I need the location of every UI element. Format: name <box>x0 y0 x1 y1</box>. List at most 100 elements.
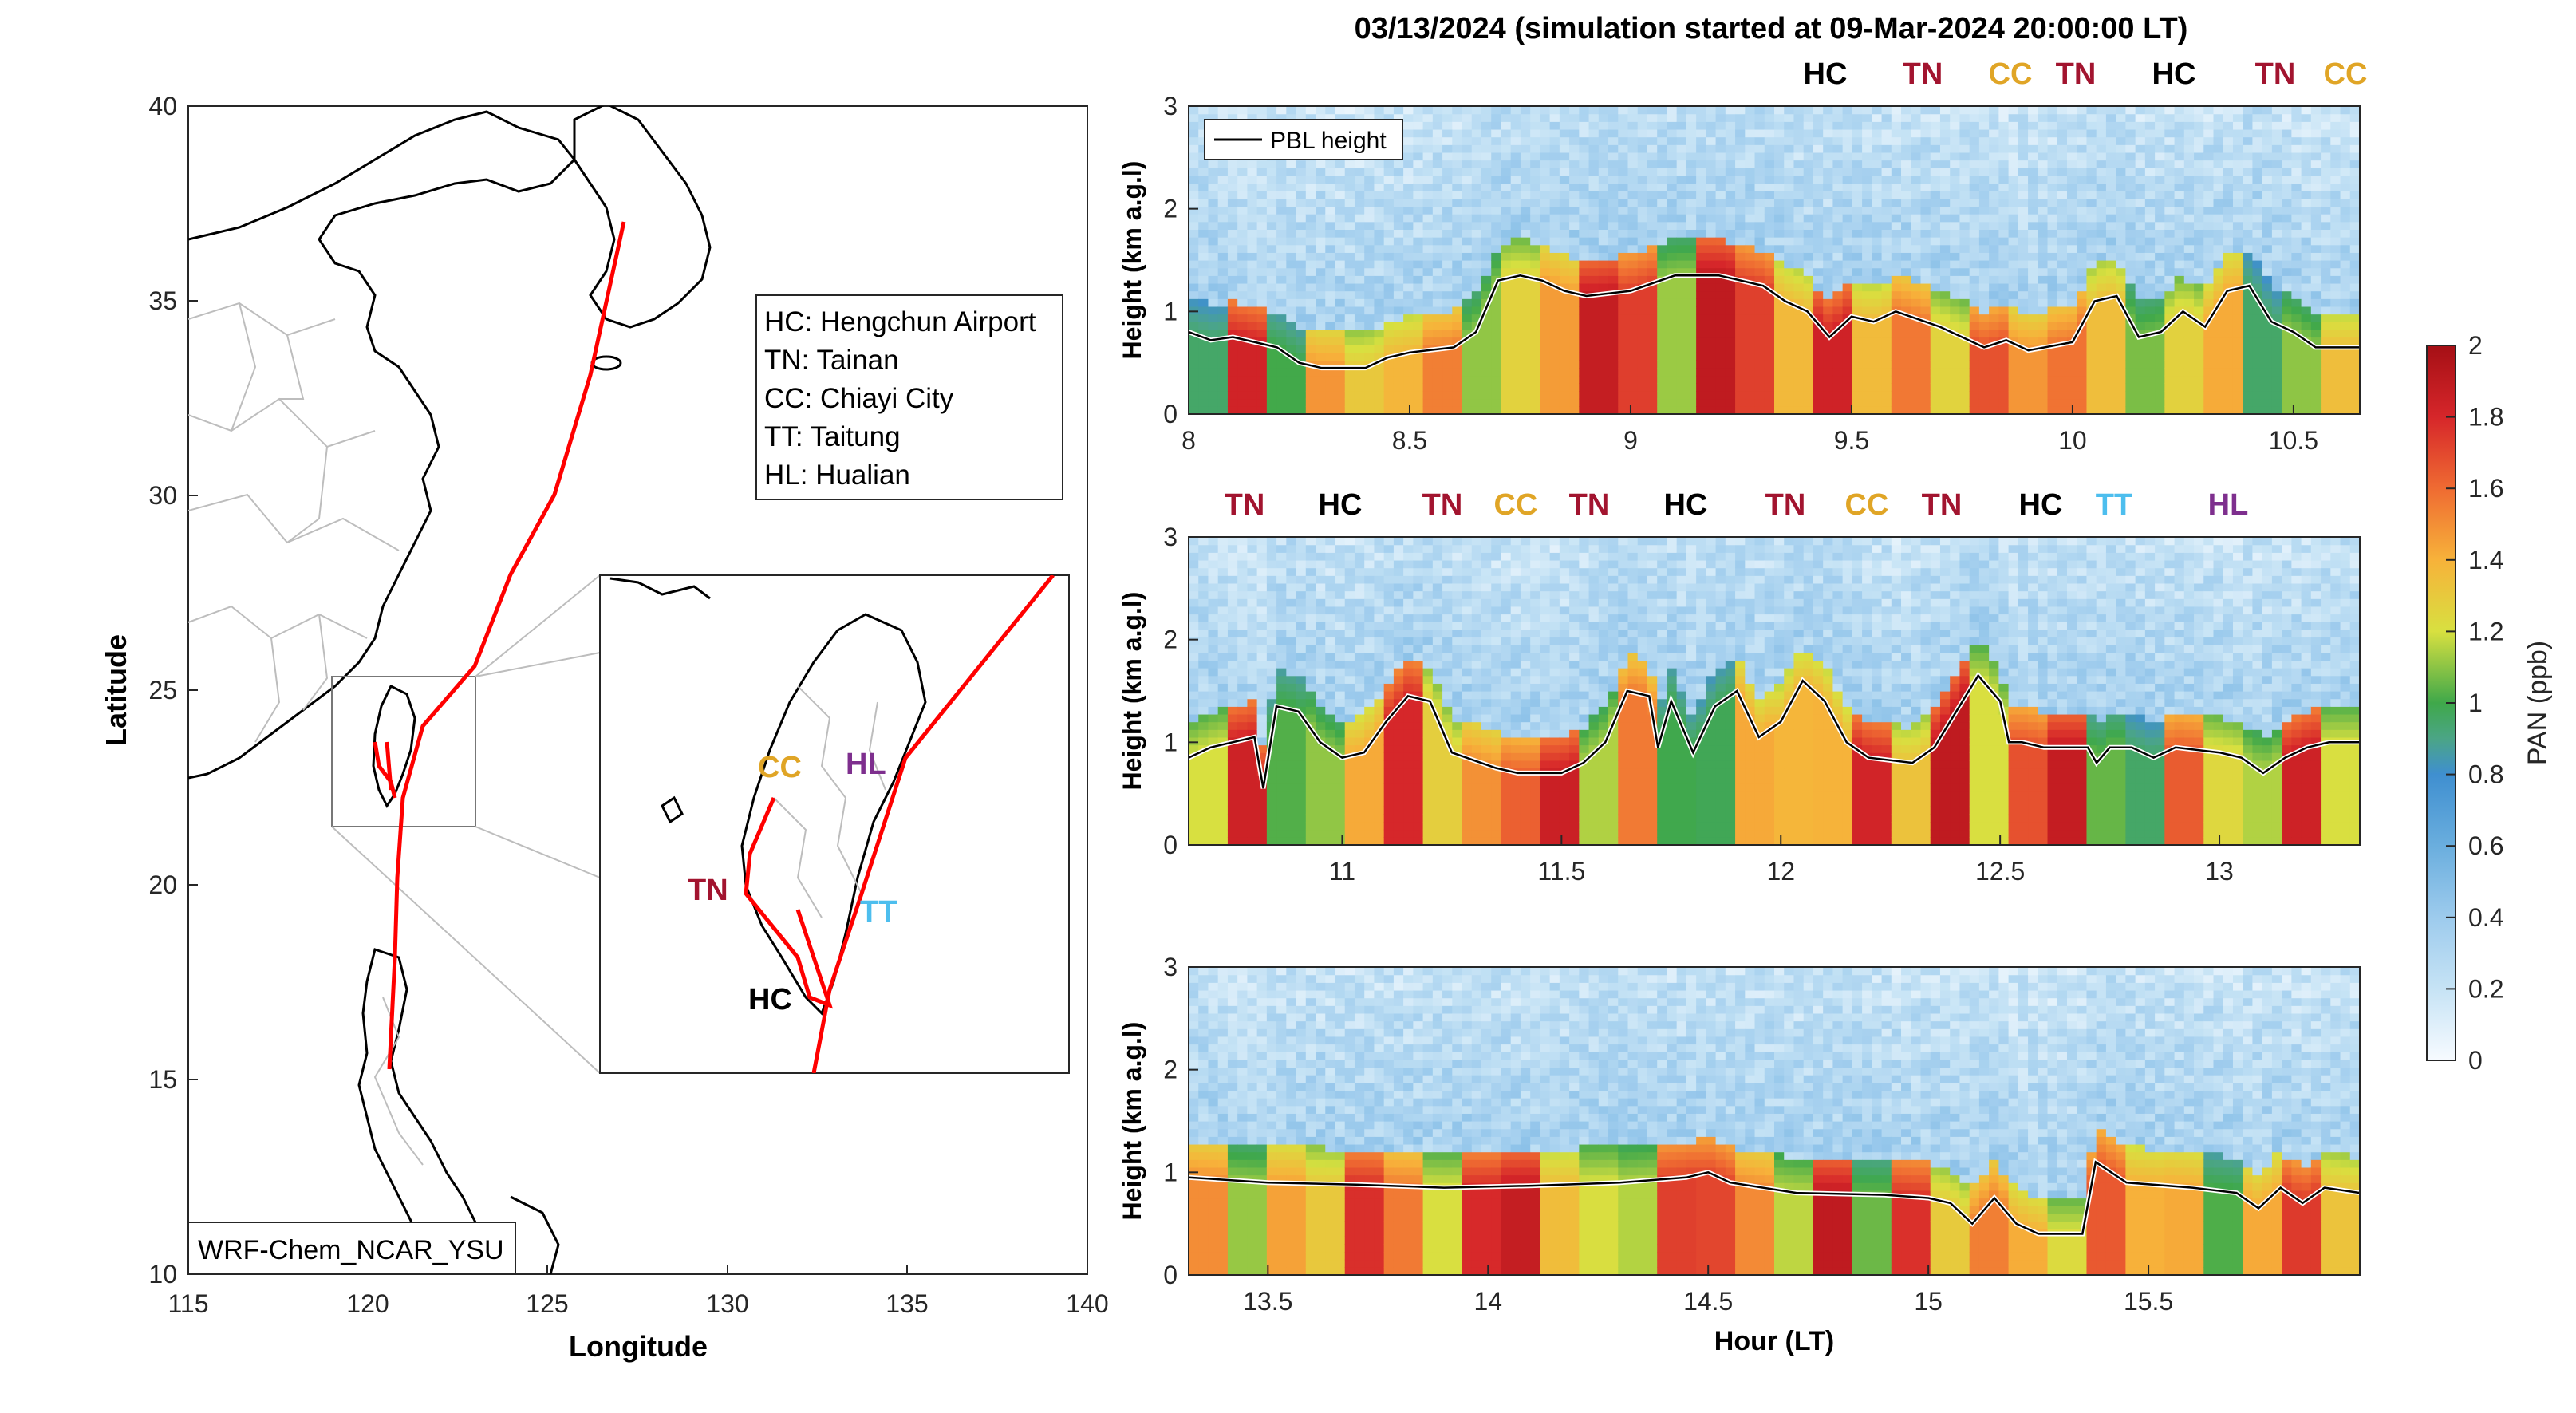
pan-cell <box>1208 206 1219 215</box>
pan-cell <box>1208 598 1219 607</box>
pan-cell <box>1383 221 1395 230</box>
pan-cell <box>1637 375 1648 384</box>
pan-cell <box>1364 106 1375 115</box>
pan-cell <box>1501 345 1512 353</box>
pan-cell <box>2077 352 2088 361</box>
pan-cell <box>1266 282 1277 292</box>
pan-cell <box>2301 183 2312 191</box>
pan-cell <box>1725 345 1736 353</box>
pan-cell <box>2194 168 2204 176</box>
pan-cell <box>1823 128 1833 138</box>
pan-cell <box>1462 160 1473 168</box>
pan-cell <box>1803 375 1814 384</box>
pan-cell <box>1647 136 1658 145</box>
pan-cell <box>2349 282 2361 292</box>
pan-cell <box>2223 237 2234 246</box>
pan-cell <box>2077 198 2088 207</box>
pan-cell <box>2321 290 2331 299</box>
pan-cell <box>1364 406 1375 415</box>
pan-cell <box>1579 121 1590 130</box>
pan-cell <box>1998 383 2010 392</box>
pan-cell <box>1793 183 1805 191</box>
pan-cell <box>1540 136 1551 145</box>
pan-cell <box>1930 329 1941 338</box>
pan-cell <box>1374 337 1385 345</box>
pan-cell <box>1247 198 1258 207</box>
pan-cell <box>2174 214 2185 223</box>
pan-cell <box>1803 214 1814 223</box>
pan-cell <box>2262 345 2273 353</box>
pan-cell <box>2125 206 2136 215</box>
pan-cell <box>1881 267 1892 276</box>
pan-cell <box>1374 329 1385 338</box>
pan-cell <box>1189 837 1199 846</box>
pan-cell <box>2038 275 2049 284</box>
pan-cell <box>1969 191 1980 199</box>
pan-cell <box>2038 113 2049 122</box>
pan-cell <box>1198 290 1209 299</box>
pan-cell <box>1579 206 1590 215</box>
pan-cell <box>1227 214 1238 223</box>
pan-cell <box>1276 113 1287 122</box>
pan-cell <box>2164 106 2176 115</box>
pan-cell <box>2301 345 2312 353</box>
pan-cell <box>1530 290 1540 299</box>
pan-cell <box>1813 260 1824 269</box>
pan-cell <box>2194 214 2204 223</box>
pan-cell <box>1237 175 1248 184</box>
pan-cell <box>2096 191 2107 199</box>
pan-cell <box>1793 375 1805 384</box>
pan-cell <box>1881 290 1892 299</box>
pan-cell <box>1920 237 1931 246</box>
pan-cell <box>1471 244 1482 253</box>
pan-cell <box>2067 260 2077 269</box>
pan-cell <box>1208 799 1219 807</box>
pan-cell <box>1266 360 1277 369</box>
pan-cell <box>1276 298 1287 307</box>
pan-cell <box>2321 121 2331 130</box>
pan-cell <box>2223 121 2234 130</box>
pan-cell <box>2047 337 2058 345</box>
pan-cell <box>1217 175 1229 184</box>
pan-cell <box>1667 128 1678 138</box>
pan-cell <box>1920 252 1931 261</box>
pan-cell <box>1950 260 1961 269</box>
pan-cell <box>2183 113 2195 122</box>
pan-cell <box>1764 191 1775 199</box>
pan-cell <box>2135 290 2146 299</box>
pan-cell <box>1891 160 1902 168</box>
pan-cell <box>1627 191 1639 199</box>
pan-cell <box>2183 391 2195 400</box>
pan-cell <box>1344 198 1355 207</box>
pan-cell <box>1266 206 1277 215</box>
pan-cell <box>2125 214 2136 223</box>
pan-cell <box>1637 229 1648 238</box>
pan-cell <box>2262 183 2273 191</box>
pan-cell <box>1208 345 1219 353</box>
pan-cell <box>1393 237 1404 246</box>
pan-cell <box>1842 360 1853 369</box>
province-boundaries <box>188 302 424 1166</box>
pan-cell <box>1930 206 1941 215</box>
pan-cell <box>1520 168 1531 176</box>
pan-cell <box>1256 329 1268 338</box>
map-xtick: 130 <box>706 1289 748 1318</box>
pan-cell <box>1579 183 1590 191</box>
pan-cell <box>1842 144 1853 153</box>
pan-cell <box>1266 168 1277 176</box>
pan-cell <box>2262 237 2273 246</box>
pan-cell <box>1559 144 1570 153</box>
pan-cell <box>1706 260 1717 269</box>
pan-cell <box>1422 329 1434 338</box>
pan-cell <box>1920 260 1931 269</box>
pan-cell <box>1754 267 1765 276</box>
pan-cell <box>1647 152 1658 161</box>
pan-cell <box>1627 136 1639 145</box>
pan-cell <box>1442 244 1453 253</box>
pan-cell <box>1657 229 1668 238</box>
pan-cell <box>2077 337 2088 345</box>
pan-cell <box>1735 345 1746 353</box>
pan-cell <box>2096 360 2107 369</box>
zoom-box <box>331 676 476 827</box>
pan-cell <box>1316 314 1326 322</box>
